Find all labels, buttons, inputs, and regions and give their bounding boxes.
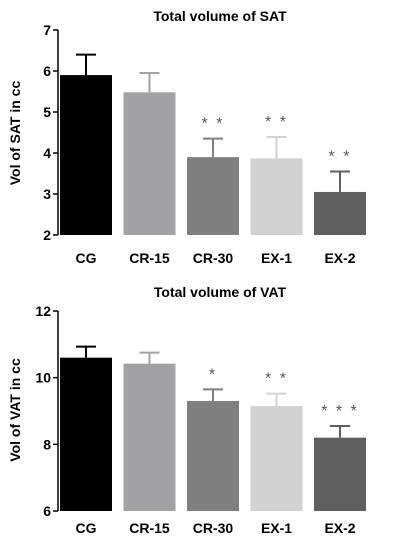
sat-bar-ex-2 (314, 191, 366, 235)
sat-y-tick-label: 6 (43, 63, 51, 79)
vat-significance-mark: * (209, 366, 217, 383)
sat-y-axis: 2 3 4 5 6 7 (43, 22, 59, 243)
sat-category-label: CR-30 (193, 250, 234, 266)
sat-y-axis-label: Vol of SAT in cc (7, 81, 23, 186)
vat-error-bars (76, 345, 350, 438)
sat-error-bars (76, 53, 350, 192)
sat-significance-marks: * * * * * * (202, 114, 352, 165)
vat-significance-mark: * * * (321, 403, 359, 420)
sat-category-label: EX-2 (324, 250, 355, 266)
sat-y-tick-label: 2 (43, 227, 51, 243)
sat-bar-cg (60, 75, 112, 235)
vat-category-label: EX-1 (261, 520, 292, 536)
sat-y-tick-label: 3 (43, 186, 51, 202)
vat-bars (60, 357, 366, 511)
sat-significance-mark: * * (265, 114, 288, 131)
vat-bar-cr-30 (187, 401, 239, 511)
vat-y-axis: 6 8 10 12 (35, 303, 59, 519)
vat-bar-cg (60, 357, 112, 511)
vat-y-tick-label: 10 (35, 370, 51, 386)
vat-y-axis-label: Vol of VAT in cc (7, 358, 23, 462)
sat-category-label: CR-15 (129, 250, 170, 266)
vat-y-tick-label: 12 (35, 303, 51, 319)
vat-category-label: CR-15 (129, 520, 170, 536)
sat-bar-cr-30 (187, 157, 239, 235)
vat-significance-mark: * * (265, 371, 288, 388)
sat-y-tick-label: 7 (43, 22, 51, 38)
vat-significance-marks: * * * * * * (209, 366, 359, 420)
vat-category-label: CG (76, 520, 97, 536)
vat-chart-title: Total volume of VAT (154, 284, 287, 300)
sat-significance-mark: * * (329, 148, 352, 165)
sat-bar-ex-1 (250, 158, 303, 235)
sat-y-tick-label: 5 (43, 104, 51, 120)
sat-bars (60, 75, 366, 235)
sat-chart-title: Total volume of SAT (153, 8, 287, 24)
sat-significance-mark: * * (202, 116, 225, 133)
vat-bar-ex-1 (250, 406, 303, 511)
sat-category-labels: CG CR-15 CR-30 EX-1 EX-2 (76, 250, 356, 266)
sat-category-label: EX-1 (261, 250, 292, 266)
vat-bar-ex-2 (314, 437, 366, 511)
vat-category-label: CR-30 (193, 520, 234, 536)
sat-y-tick-label: 4 (43, 145, 51, 161)
sat-category-label: CG (76, 250, 97, 266)
vat-y-tick-label: 6 (43, 503, 51, 519)
vat-category-labels: CG CR-15 CR-30 EX-1 EX-2 (76, 520, 356, 536)
sat-bar-cr-15 (123, 92, 176, 235)
sat-chart: Total volume of SAT Vol of SAT in cc 2 3 4… (7, 8, 366, 266)
vat-bar-cr-15 (123, 363, 176, 511)
vat-category-label: EX-2 (324, 520, 355, 536)
vat-y-tick-label: 8 (43, 436, 51, 452)
vat-chart: Total volume of VAT Vol of VAT in cc 6 8 1… (7, 284, 366, 536)
